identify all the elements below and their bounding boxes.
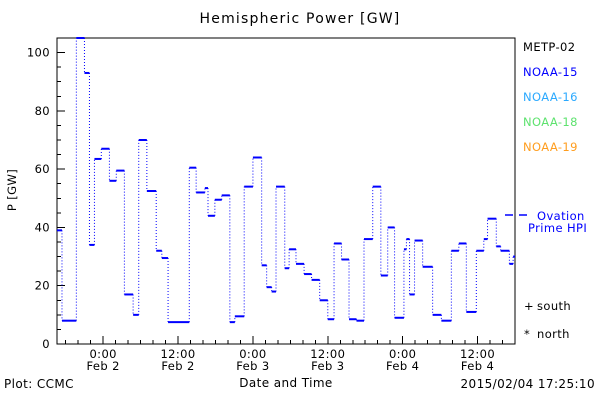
legend-item-metp-02: METP-02 xyxy=(523,40,576,54)
plus-symbol: + xyxy=(524,299,535,313)
y-axis-label: P [GW] xyxy=(5,168,19,212)
north-marker: * north xyxy=(524,327,570,341)
plot-source: Plot: CCMC xyxy=(4,377,74,391)
timestamp: 2015/02/04 17:25:10 xyxy=(460,377,595,391)
svg-text:12:00: 12:00 xyxy=(160,347,195,361)
legend-item-noaa-19: NOAA-19 xyxy=(523,140,578,154)
plot-frame xyxy=(56,37,516,345)
legend-item-noaa-15: NOAA-15 xyxy=(523,65,578,79)
y-axis-ticks xyxy=(57,37,65,345)
ovation-legend-line2: Prime HPI xyxy=(528,221,588,235)
svg-text:60: 60 xyxy=(35,162,50,176)
svg-text:Feb 4: Feb 4 xyxy=(386,359,419,373)
svg-text:Feb 3: Feb 3 xyxy=(236,359,269,373)
svg-text:Feb 2: Feb 2 xyxy=(161,359,194,373)
data-series-line xyxy=(57,37,515,324)
svg-text:12:00: 12:00 xyxy=(310,347,345,361)
svg-text:12:00: 12:00 xyxy=(460,347,495,361)
svg-text:20: 20 xyxy=(35,279,50,293)
svg-text:80: 80 xyxy=(35,104,50,118)
svg-text:40: 40 xyxy=(35,220,50,234)
legend-item-noaa-18: NOAA-18 xyxy=(523,115,578,129)
ovation-legend-line1: Ovation xyxy=(537,209,585,223)
svg-text:0:00: 0:00 xyxy=(89,347,116,361)
svg-text:Feb 3: Feb 3 xyxy=(311,359,344,373)
asterisk-symbol: * xyxy=(524,327,531,341)
x-axis-label: Date and Time xyxy=(239,376,333,390)
y-tick-labels: 0 20 40 60 80 100 xyxy=(27,46,50,351)
x-axis-ticks xyxy=(65,336,504,344)
chart-title: Hemispheric Power [GW] xyxy=(199,11,401,27)
svg-text:0:00: 0:00 xyxy=(239,347,266,361)
svg-text:100: 100 xyxy=(27,46,50,60)
north-label: north xyxy=(537,327,570,341)
satellite-legend: METP-02 NOAA-15 NOAA-16 NOAA-18 NOAA-19 xyxy=(523,35,578,160)
legend-item-noaa-16: NOAA-16 xyxy=(523,90,578,104)
svg-text:Feb 2: Feb 2 xyxy=(87,359,120,373)
svg-text:0:00: 0:00 xyxy=(389,347,416,361)
south-label: south xyxy=(537,299,572,313)
svg-text:Feb 4: Feb 4 xyxy=(461,359,494,373)
south-marker: + south xyxy=(524,299,571,313)
svg-text:0: 0 xyxy=(42,337,50,351)
